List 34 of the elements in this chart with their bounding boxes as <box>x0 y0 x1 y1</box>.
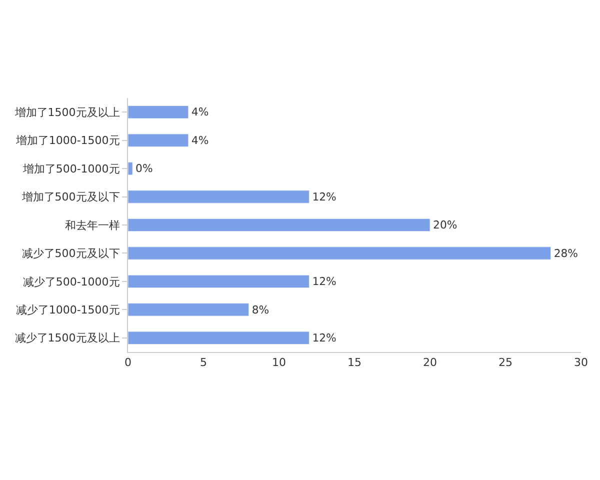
y-tick-label: 增加了500元及以下 <box>20 190 120 204</box>
y-tick-label: 增加了500-1000元 <box>22 162 120 176</box>
y-tick-label: 减少了1000-1500元 <box>16 304 120 317</box>
data-label: 12% <box>312 275 336 288</box>
x-tick-label: 30 <box>574 356 588 370</box>
bar <box>128 190 310 204</box>
y-tick-label: 减少了500元及以下 <box>22 247 120 260</box>
x-tick-label: 5 <box>200 356 207 370</box>
x-tick-label: 15 <box>348 356 362 370</box>
data-label: 8% <box>252 303 270 316</box>
bar <box>128 303 250 316</box>
data-label: 4% <box>191 106 209 119</box>
x-tick-label: 0 <box>124 356 132 370</box>
bar <box>128 274 310 288</box>
bar <box>128 106 189 119</box>
y-tick-label: 增加了1000-1500元 <box>14 134 120 148</box>
data-label: 12% <box>312 190 336 204</box>
y-tick-label: 减少了1500元及以上 <box>14 332 120 345</box>
x-tick-label: 10 <box>272 356 286 370</box>
bar <box>128 134 189 147</box>
data-label: 28% <box>554 246 578 260</box>
data-label: 4% <box>191 134 209 147</box>
y-tick-label: 和去年一样 <box>64 218 120 232</box>
x-tick-label: 25 <box>498 356 512 370</box>
data-label: 0% <box>136 162 153 176</box>
bar <box>128 246 552 260</box>
data-label: 12% <box>312 332 336 345</box>
bar <box>128 331 310 344</box>
y-tick-label: 减少了500-1000元 <box>22 275 120 288</box>
y-tick-label: 增加了1500元及以上 <box>14 106 120 119</box>
bar <box>128 162 133 176</box>
data-label: 20% <box>433 218 458 232</box>
x-tick-label: 20 <box>423 356 437 370</box>
bar <box>128 218 430 232</box>
